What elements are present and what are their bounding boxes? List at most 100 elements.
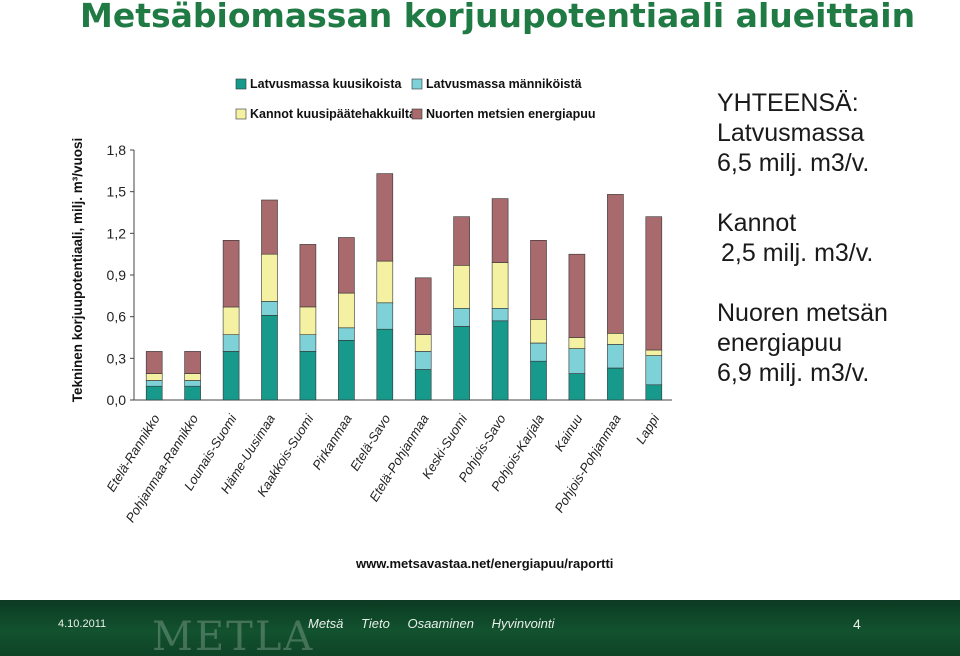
legend-label: Latvusmassa kuusikoista bbox=[250, 77, 403, 91]
footer-nav-item[interactable]: Osaaminen bbox=[407, 616, 474, 631]
footer-date: 4.10.2011 bbox=[58, 618, 107, 630]
summary-latvusmassa-label: Latvusmassa bbox=[717, 119, 865, 147]
x-tick-label: Kainuu bbox=[551, 412, 585, 454]
footer-nav-item[interactable]: Metsä bbox=[308, 616, 344, 631]
bar-segment-3 bbox=[145, 373, 163, 381]
summary-nuoret-value: 6,9 milj. m3/v. bbox=[717, 359, 870, 387]
bar-segment-2 bbox=[453, 307, 470, 327]
bar-segment-1 bbox=[491, 320, 509, 401]
metla-logo: METLA bbox=[152, 614, 315, 656]
bar-segment-2 bbox=[607, 344, 624, 369]
bar-segment-4 bbox=[184, 351, 201, 374]
x-axis-labels: Etelä-RannikkoPohjanmaa-RannikkoLounais-… bbox=[103, 411, 663, 525]
bar-segment-1 bbox=[530, 360, 547, 401]
page-number: 4 bbox=[853, 616, 861, 632]
summary-nuoret-label-2: energiapuu bbox=[717, 329, 843, 357]
y-tick-label: 0,3 bbox=[107, 350, 127, 366]
summary-kannot-value: 2,5 milj. m3/v. bbox=[721, 239, 874, 267]
bar-segment-1 bbox=[184, 385, 201, 401]
bar-segment-1 bbox=[414, 369, 432, 401]
bar-segment-1 bbox=[261, 314, 278, 401]
legend-label: Kannot kuusipäätehakkuilta bbox=[250, 107, 417, 121]
bar-segment-1 bbox=[299, 351, 317, 401]
bar-segment-1 bbox=[568, 373, 586, 401]
bar-segment-3 bbox=[222, 306, 240, 335]
bar-segment-4 bbox=[645, 216, 663, 351]
bar-segment-3 bbox=[299, 306, 317, 335]
bar-segment-2 bbox=[491, 307, 509, 322]
bar-segment-4 bbox=[607, 194, 624, 334]
bar-segment-4 bbox=[261, 199, 278, 255]
bar-segment-3 bbox=[453, 264, 470, 309]
bar-segment-2 bbox=[222, 334, 240, 352]
legend-swatch bbox=[235, 108, 247, 120]
bar-segment-4 bbox=[338, 237, 355, 294]
summary-panel: YHTEENSÄ: Latvusmassa 6,5 milj. m3/v. Ka… bbox=[717, 88, 888, 388]
bar-segment-1 bbox=[338, 339, 355, 401]
y-tick-label: 0,0 bbox=[107, 392, 127, 408]
bar-segment-1 bbox=[145, 385, 163, 401]
bar-segment-3 bbox=[184, 373, 201, 381]
legend-label: Latvusmassa männiköistä bbox=[426, 77, 582, 91]
bar-segment-2 bbox=[376, 302, 394, 330]
chart-legend: Latvusmassa kuusikoista Latvusmassa männi… bbox=[235, 77, 595, 121]
legend-swatch bbox=[411, 78, 423, 90]
bar-segment-4 bbox=[568, 253, 586, 338]
x-tick-label: Lappi bbox=[633, 411, 663, 447]
y-tick-label: 1,5 bbox=[107, 184, 127, 200]
bars bbox=[145, 173, 663, 401]
page-title: Metsäbiomassan korjuupotentiaali alueitt… bbox=[80, 0, 916, 35]
bar-segment-4 bbox=[491, 198, 509, 263]
summary-kannot-label: Kannot bbox=[717, 209, 797, 237]
y-axis: 0,0 0,3 0,6 0,9 1,2 1,5 1,8 bbox=[107, 142, 672, 408]
bar-segment-3 bbox=[607, 332, 624, 345]
y-tick-label: 1,8 bbox=[107, 142, 127, 158]
bar-segment-3 bbox=[568, 337, 586, 349]
y-tick-label: 1,2 bbox=[107, 225, 127, 241]
legend-label: Nuorten metsien energiapuu bbox=[426, 107, 595, 121]
source-url: www.metsavastaa.net/energiapuu/raportti bbox=[355, 556, 613, 571]
bar-segment-1 bbox=[645, 384, 663, 401]
summary-heading: YHTEENSÄ: bbox=[717, 89, 859, 117]
footer-bar: METLA 4.10.2011 Metsä Tieto Osaaminen Hy… bbox=[0, 600, 960, 656]
legend-swatch bbox=[235, 78, 247, 90]
bar-segment-2 bbox=[184, 380, 201, 387]
y-tick-label: 0,9 bbox=[107, 267, 127, 283]
bar-segment-2 bbox=[338, 327, 355, 341]
bar-segment-3 bbox=[261, 253, 278, 302]
summary-latvusmassa-value: 6,5 milj. m3/v. bbox=[717, 149, 870, 177]
x-tick-label: Pohjanmaa-Rannikko bbox=[123, 412, 202, 525]
bar-segment-2 bbox=[145, 380, 163, 387]
footer-nav-item[interactable]: Tieto bbox=[361, 616, 390, 631]
bar-segment-3 bbox=[645, 349, 663, 356]
y-axis-label: Tekninen korjuupotentiaali, milj. m³/vuo… bbox=[70, 138, 85, 403]
stacked-bar-chart: Latvusmassa kuusikoista Latvusmassa männi… bbox=[70, 77, 672, 571]
bar-segment-3 bbox=[491, 262, 509, 309]
bar-segment-1 bbox=[222, 351, 240, 401]
bar-segment-1 bbox=[607, 367, 624, 401]
bar-segment-4 bbox=[222, 240, 240, 308]
bar-segment-4 bbox=[299, 244, 317, 308]
bar-segment-2 bbox=[299, 334, 317, 352]
bar-segment-2 bbox=[414, 351, 432, 370]
bar-segment-2 bbox=[645, 355, 663, 386]
bar-segment-2 bbox=[530, 342, 547, 362]
bar-segment-3 bbox=[376, 260, 394, 304]
bar-segment-3 bbox=[338, 292, 355, 329]
legend-swatch bbox=[411, 108, 423, 120]
bar-segment-1 bbox=[453, 326, 470, 401]
y-tick-label: 0,6 bbox=[107, 309, 127, 325]
footer-nav-item[interactable]: Hyvinvointi bbox=[491, 616, 555, 631]
bar-segment-1 bbox=[376, 328, 394, 401]
bar-segment-3 bbox=[414, 334, 432, 352]
bar-segment-4 bbox=[376, 173, 394, 262]
bar-segment-4 bbox=[530, 240, 547, 320]
bar-segment-4 bbox=[414, 277, 432, 335]
bar-segment-3 bbox=[530, 319, 547, 344]
bar-segment-2 bbox=[261, 301, 278, 316]
bar-segment-4 bbox=[453, 216, 470, 266]
summary-nuoret-label-1: Nuoren metsän bbox=[717, 299, 888, 327]
footer-nav: Metsä Tieto Osaaminen Hyvinvointi bbox=[308, 616, 568, 631]
bar-segment-2 bbox=[568, 348, 586, 374]
bar-segment-4 bbox=[145, 351, 163, 374]
